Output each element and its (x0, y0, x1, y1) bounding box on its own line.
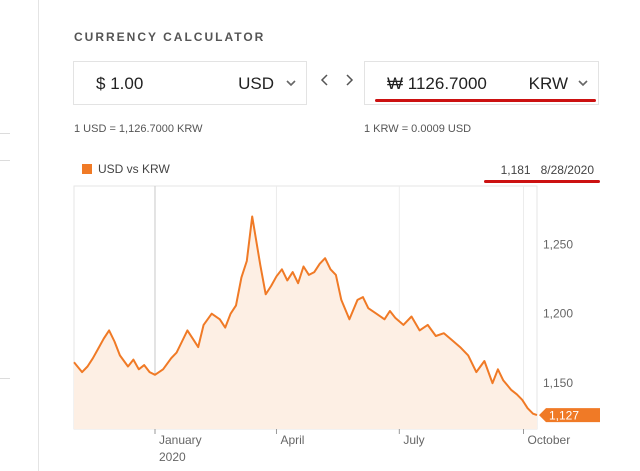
y-tick-label: 1,200 (543, 307, 573, 321)
y-tick-label: 1,150 (543, 376, 573, 390)
chevron-right-icon[interactable] (341, 70, 357, 90)
sidebar-divider (0, 133, 10, 134)
current-value-label: 1,127 (549, 409, 579, 423)
from-currency-input[interactable]: $ 1.00 USD (73, 61, 307, 105)
hover-date: 8/28/2020 (540, 163, 594, 177)
x-tick-label: January (159, 433, 202, 447)
legend-swatch (82, 164, 92, 174)
sidebar-divider (0, 378, 10, 379)
to-rate-text: 1 KRW = 0.0009 USD (364, 123, 472, 135)
to-symbol: ₩ (387, 74, 404, 93)
x-tick-label: July (403, 433, 424, 447)
y-tick-label: 1,250 (543, 237, 573, 251)
from-symbol: $ (96, 74, 106, 93)
from-amount[interactable]: $ 1.00 (96, 74, 143, 94)
from-rate-text: 1 USD = 1,126.7000 KRW (74, 123, 203, 135)
to-amount[interactable]: ₩ 1126.7000 (387, 74, 487, 94)
chevron-left-icon[interactable] (317, 70, 333, 90)
from-currency-select[interactable]: USD (238, 74, 274, 93)
series-line (73, 215, 538, 417)
to-amount-value: 1126.7000 (407, 74, 487, 93)
chevron-down-icon[interactable] (286, 78, 296, 88)
from-amount-value: 1.00 (110, 74, 144, 93)
x-tick-label: October (528, 433, 571, 447)
to-currency-input[interactable]: ₩ 1126.7000 KRW (364, 61, 599, 105)
sidebar-divider (0, 160, 10, 161)
highlight-underline (484, 180, 600, 183)
left-sidebar (0, 0, 39, 471)
calculator-title: CURRENCY CALCULATOR (74, 30, 266, 44)
hover-value: 1,181 (500, 163, 531, 177)
current-value-badge (539, 408, 600, 423)
x-tick-sublabel: 2020 (159, 450, 186, 464)
series-area (74, 216, 537, 429)
x-tick-label: April (280, 433, 304, 447)
to-currency-select[interactable]: KRW (528, 74, 568, 93)
highlight-underline (375, 99, 596, 102)
chevron-down-icon[interactable] (578, 78, 588, 88)
legend-label: USD vs KRW (98, 162, 170, 176)
hover-readout: 1,181 8/28/2020 (501, 163, 594, 177)
